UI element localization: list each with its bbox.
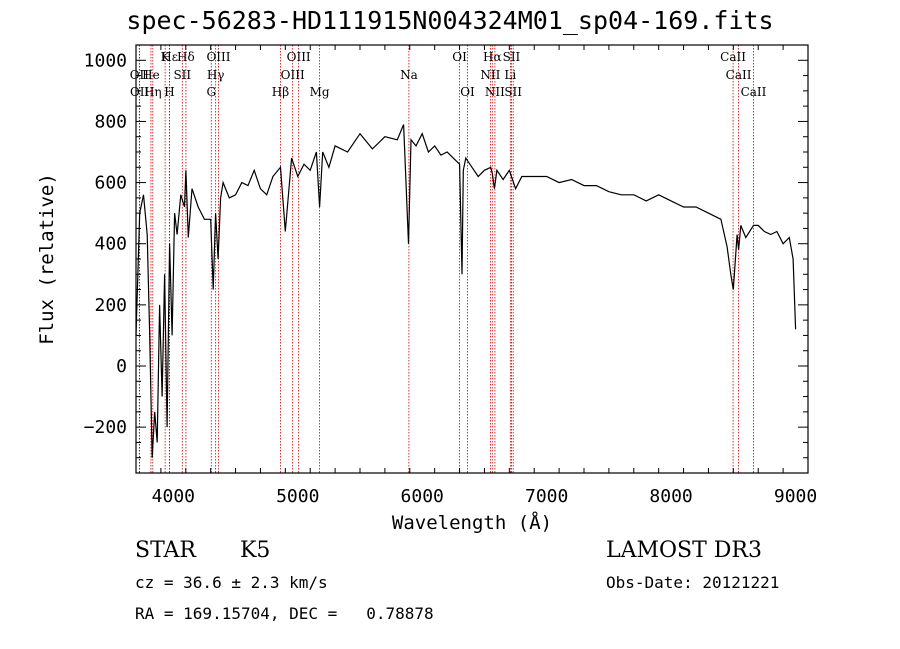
line-label: OIII bbox=[287, 50, 311, 64]
y-tick-label: 600 bbox=[94, 173, 127, 194]
survey-name: LAMOST DR3 bbox=[606, 538, 762, 563]
y-axis-label: Flux (relative) bbox=[36, 173, 58, 345]
line-label: G bbox=[206, 85, 216, 99]
y-tick-label: 0 bbox=[116, 356, 127, 377]
line-label: Hγ bbox=[207, 68, 225, 82]
line-label: SII bbox=[504, 85, 522, 99]
line-label: K bbox=[161, 50, 171, 64]
y-tick-label: 400 bbox=[94, 234, 127, 255]
line-label: CaII bbox=[720, 50, 746, 64]
redshift-cz: cz = 36.6 ± 2.3 km/s bbox=[135, 573, 328, 592]
obs-date: Obs-Date: 20121221 bbox=[606, 573, 780, 592]
line-label: SII bbox=[173, 68, 191, 82]
x-tick-label: 7000 bbox=[525, 486, 568, 507]
line-label: He bbox=[142, 68, 160, 82]
line-label: Hε bbox=[161, 50, 178, 64]
line-label: SII bbox=[503, 50, 521, 64]
line-label: H bbox=[164, 85, 174, 99]
y-tick-label: 1000 bbox=[84, 50, 127, 71]
line-label: Li bbox=[504, 68, 516, 82]
x-tick-label: 9000 bbox=[774, 486, 817, 507]
chart-title: spec-56283-HD111915N004324M01_sp04-169.f… bbox=[126, 6, 774, 35]
line-label: CaII bbox=[726, 68, 752, 82]
line-label: CaII bbox=[741, 85, 767, 99]
line-markers bbox=[138, 45, 754, 473]
y-tick-label: 200 bbox=[94, 295, 127, 316]
line-label: Na bbox=[400, 68, 418, 82]
x-tick-label: 8000 bbox=[649, 486, 692, 507]
line-label: OII bbox=[130, 68, 150, 82]
line-label: Hβ bbox=[272, 85, 289, 99]
object-class: STAR bbox=[135, 538, 196, 563]
line-label: Mg bbox=[310, 85, 330, 99]
line-label: Hδ bbox=[177, 50, 195, 64]
x-tick-label: 5000 bbox=[276, 486, 319, 507]
object-subclass: K5 bbox=[240, 538, 271, 563]
line-label: NII bbox=[485, 85, 505, 99]
line-label: OIII bbox=[206, 50, 230, 64]
spectrum-line bbox=[135, 124, 797, 458]
x-axis-label: Wavelength (Å) bbox=[392, 511, 552, 534]
plot-frame bbox=[135, 44, 809, 474]
x-tick-label: 6000 bbox=[401, 486, 444, 507]
x-axis: 4000 5000 6000 7000 8000 9000 bbox=[135, 45, 817, 507]
line-label: Hα bbox=[483, 50, 502, 64]
line-label: NII bbox=[480, 68, 500, 82]
y-tick-label: −200 bbox=[84, 417, 127, 438]
ra-dec: RA = 169.15704, DEC = 0.78878 bbox=[135, 604, 434, 623]
line-label: OII bbox=[130, 85, 150, 99]
y-tick-label: 800 bbox=[94, 111, 127, 132]
line-label: OIII bbox=[281, 68, 305, 82]
y-axis: −200 0 200 400 600 800 1000 bbox=[84, 50, 808, 459]
x-tick-label: 4000 bbox=[152, 486, 195, 507]
line-label: OI bbox=[452, 50, 467, 64]
line-label: Hη bbox=[144, 85, 162, 99]
line-label: OI bbox=[460, 85, 475, 99]
